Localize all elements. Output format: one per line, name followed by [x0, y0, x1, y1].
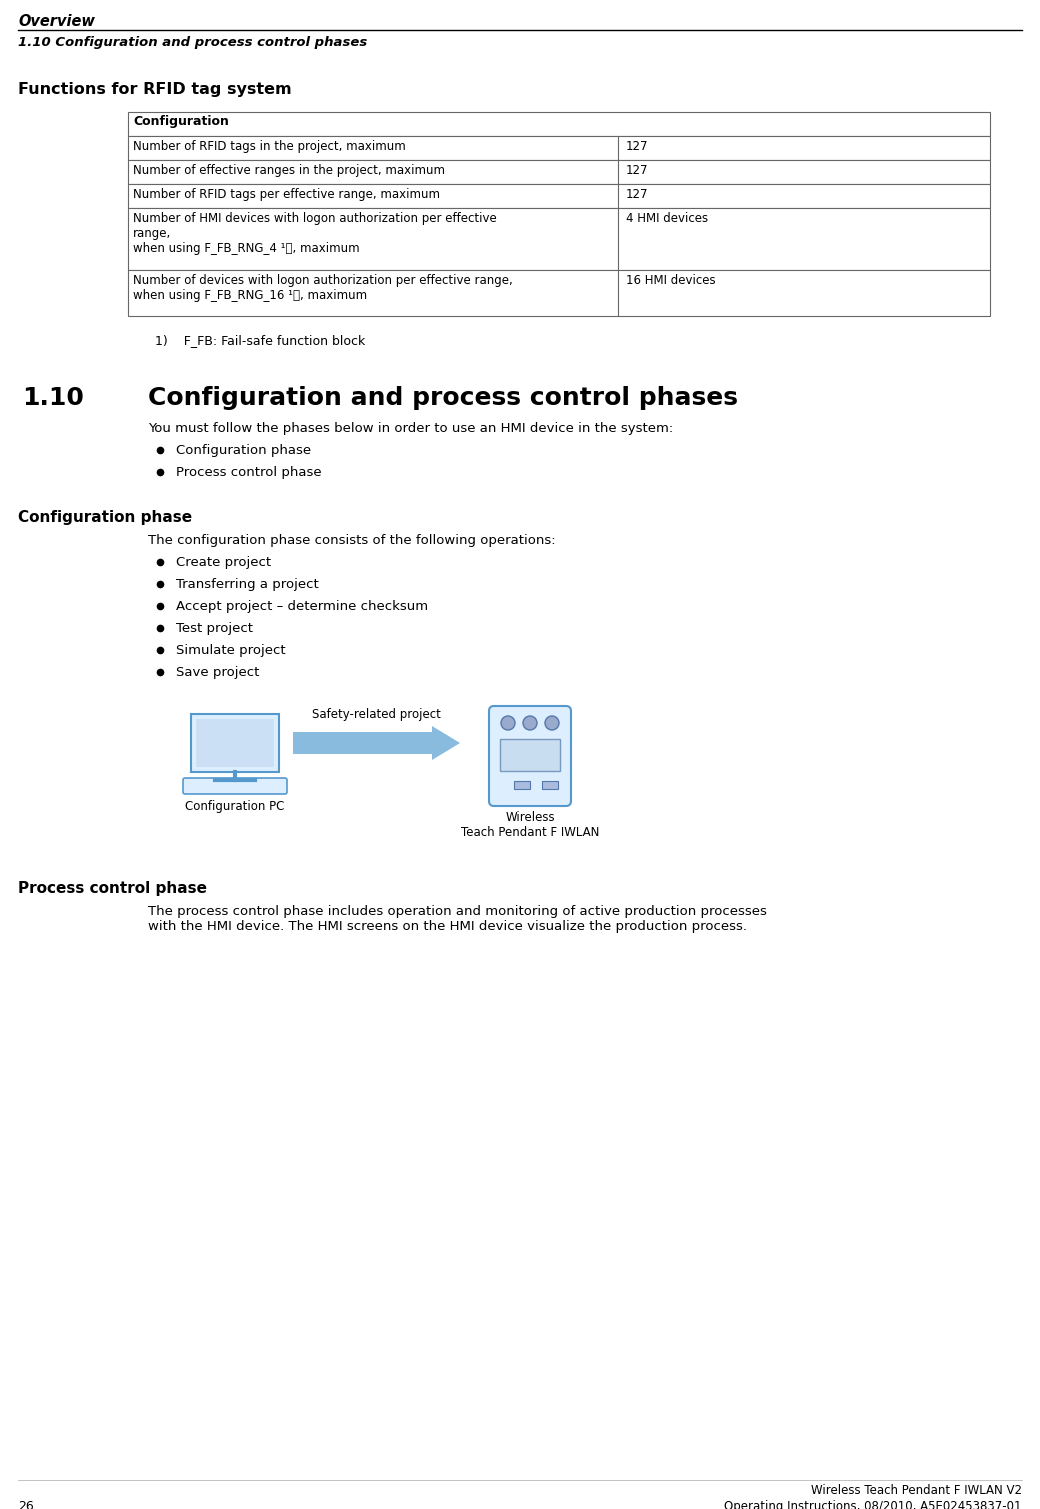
Text: The configuration phase consists of the following operations:: The configuration phase consists of the …: [148, 534, 555, 546]
Bar: [191, 714, 279, 773]
Text: 16 HMI devices: 16 HMI devices: [626, 275, 716, 287]
Text: Configuration and process control phases: Configuration and process control phases: [148, 386, 738, 410]
Text: 127: 127: [626, 140, 649, 152]
Circle shape: [523, 715, 537, 730]
Bar: [128, 160, 990, 184]
Text: Save project: Save project: [176, 665, 259, 679]
Text: 1.10 Configuration and process control phases: 1.10 Configuration and process control p…: [18, 36, 367, 48]
Text: 26: 26: [18, 1500, 33, 1509]
Text: 127: 127: [626, 189, 649, 201]
Bar: [128, 112, 990, 136]
Polygon shape: [432, 726, 460, 761]
Text: Wireless Teach Pendant F IWLAN V2: Wireless Teach Pendant F IWLAN V2: [811, 1483, 1022, 1497]
Bar: [196, 718, 274, 767]
Text: You must follow the phases below in order to use an HMI device in the system:: You must follow the phases below in orde…: [148, 423, 673, 435]
Text: Number of devices with logon authorization per effective range,
when using F_FB_: Number of devices with logon authorizati…: [133, 275, 513, 302]
FancyBboxPatch shape: [489, 706, 571, 806]
Text: Configuration phase: Configuration phase: [18, 510, 192, 525]
Text: Number of RFID tags per effective range, maximum: Number of RFID tags per effective range,…: [133, 189, 440, 201]
Bar: [128, 184, 990, 208]
Bar: [128, 270, 990, 315]
Bar: [500, 739, 560, 771]
Bar: [293, 732, 432, 754]
Bar: [542, 782, 558, 789]
Text: Test project: Test project: [176, 622, 253, 635]
Text: Safety-related project: Safety-related project: [312, 708, 441, 721]
Text: 1.10: 1.10: [22, 386, 84, 410]
Text: 4 HMI devices: 4 HMI devices: [626, 211, 708, 225]
Text: Accept project – determine checksum: Accept project – determine checksum: [176, 601, 428, 613]
Text: 127: 127: [626, 164, 649, 177]
Bar: [514, 782, 530, 789]
Text: Overview: Overview: [18, 14, 95, 29]
Text: Number of effective ranges in the project, maximum: Number of effective ranges in the projec…: [133, 164, 445, 177]
Bar: [128, 136, 990, 160]
FancyBboxPatch shape: [183, 779, 287, 794]
Text: Process control phase: Process control phase: [18, 881, 207, 896]
Text: Operating Instructions, 08/2010, A5E02453837-01: Operating Instructions, 08/2010, A5E0245…: [725, 1500, 1022, 1509]
Text: Configuration phase: Configuration phase: [176, 444, 311, 457]
Text: 1)    F_FB: Fail-safe function block: 1) F_FB: Fail-safe function block: [155, 333, 365, 347]
Text: Configuration PC: Configuration PC: [185, 800, 285, 813]
Text: Number of RFID tags in the project, maximum: Number of RFID tags in the project, maxi…: [133, 140, 406, 152]
Text: Configuration: Configuration: [133, 115, 229, 128]
Text: Transferring a project: Transferring a project: [176, 578, 318, 592]
Text: Process control phase: Process control phase: [176, 466, 321, 478]
Text: Functions for RFID tag system: Functions for RFID tag system: [18, 81, 291, 97]
Circle shape: [545, 715, 560, 730]
Text: Create project: Create project: [176, 555, 271, 569]
Text: Simulate project: Simulate project: [176, 644, 286, 656]
Bar: [128, 208, 990, 270]
Circle shape: [501, 715, 515, 730]
Text: The process control phase includes operation and monitoring of active production: The process control phase includes opera…: [148, 905, 766, 933]
Text: Wireless
Teach Pendant F IWLAN: Wireless Teach Pendant F IWLAN: [461, 810, 599, 839]
Text: Number of HMI devices with logon authorization per effective
range,
when using F: Number of HMI devices with logon authori…: [133, 211, 497, 255]
